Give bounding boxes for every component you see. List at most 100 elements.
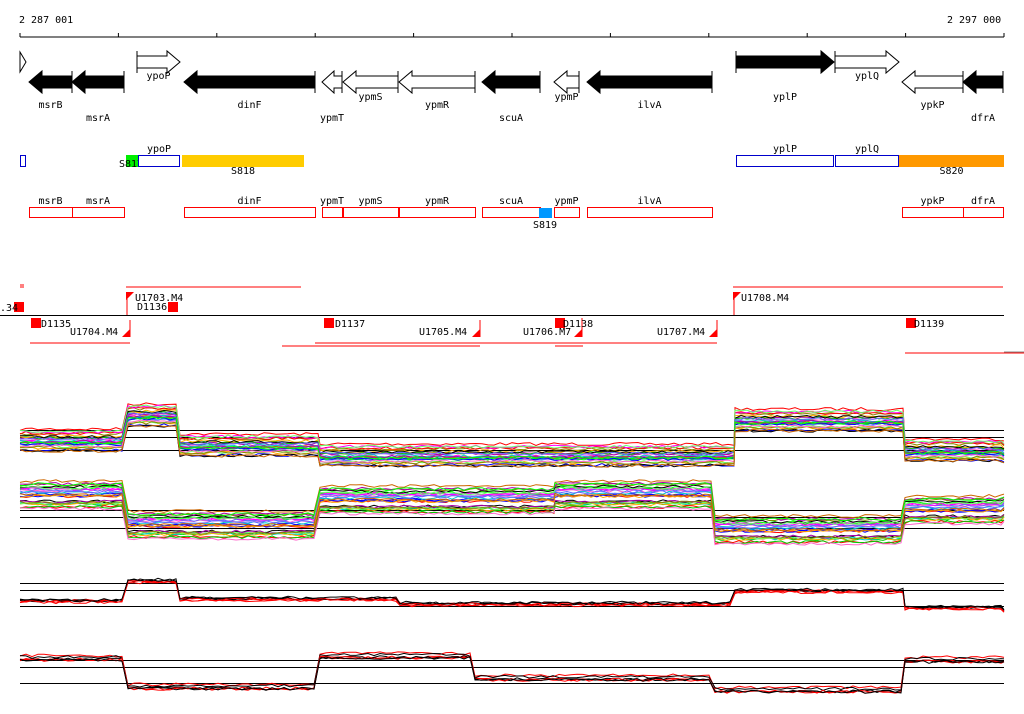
transcript-flag-icon: [574, 329, 582, 337]
feature-box: [554, 207, 580, 218]
transcript-label: U1704.M4: [70, 327, 118, 338]
gene-ilvA[interactable]: ilvA: [586, 69, 713, 111]
transcript-label: D1136: [137, 302, 167, 313]
gene-msrB[interactable]: msrB: [28, 69, 73, 111]
segment-box: [20, 155, 26, 167]
gene-label: dinF: [237, 100, 261, 111]
gene-label: ypmS: [358, 92, 382, 103]
feature-box: [399, 207, 476, 218]
transcript-label: U1708.M4: [741, 293, 789, 304]
gene-scuA[interactable]: scuA: [481, 69, 541, 124]
transcript-box-icon: [324, 318, 334, 328]
gene-yplP[interactable]: yplP: [735, 49, 835, 103]
feature-scuA[interactable]: scuA: [482, 196, 541, 218]
transcript-label: U1703.M4: [135, 293, 183, 304]
gene-label: ypmP: [554, 92, 578, 103]
feature-msrA[interactable]: msrA: [72, 196, 125, 218]
expression-profile-line: [19, 406, 1005, 451]
feature-ypmT[interactable]: ypmT: [320, 196, 344, 218]
gene-ypoP[interactable]: ypoP: [136, 49, 181, 82]
gene-ypmS[interactable]: ypmS: [342, 69, 399, 103]
feature-ypmP[interactable]: ypmP: [554, 196, 580, 218]
gene-label: ilvA: [637, 100, 661, 111]
transcript-label: U1705.M4: [419, 327, 467, 338]
expression-profile-line: [19, 655, 1005, 694]
transcript-box-icon: [555, 318, 565, 328]
gene-ypmP[interactable]: ypmP: [553, 69, 580, 103]
feature-ypkP[interactable]: ypkP: [902, 196, 964, 218]
segment-yplQ[interactable]: yplQ: [835, 144, 899, 167]
feature-dinF[interactable]: dinF: [184, 196, 316, 218]
feature-label: dfrA: [971, 196, 995, 207]
gene-ypmT[interactable]: ypmT: [320, 69, 344, 124]
expression-profile-line: [19, 411, 1005, 456]
segment-S820[interactable]: S820: [899, 155, 1004, 178]
transcript-label: D1139: [914, 319, 944, 330]
feature-label: msrA: [86, 196, 110, 207]
expression-profile-line: [19, 409, 1005, 454]
profiles-second: [19, 479, 1005, 546]
expression-profile-line: [19, 414, 1005, 459]
feature-box: [72, 207, 125, 218]
feature-ilvA[interactable]: ilvA: [587, 196, 713, 218]
feature-msrB[interactable]: msrB: [29, 196, 73, 218]
segment-S818[interactable]: S818: [182, 155, 304, 178]
gene-arrow-icon: [834, 49, 900, 75]
feature-S819[interactable]: S819: [533, 208, 557, 231]
feature-marker: [539, 208, 552, 218]
gene-ypkP[interactable]: ypkP: [901, 69, 964, 111]
gene-ypmR[interactable]: ypmR: [398, 69, 476, 111]
feature-dfrA[interactable]: dfrA: [963, 196, 1004, 218]
expression-profile-line: [19, 424, 1005, 468]
gene-msrA[interactable]: msrA: [71, 69, 125, 124]
axis-end-label: 2 297 000: [947, 15, 1001, 26]
profiles-bottom: [19, 651, 1005, 694]
feature-box: [322, 207, 343, 218]
gene-yplQ[interactable]: yplQ: [834, 49, 900, 82]
axis-start-label: 2 287 001: [19, 15, 73, 26]
gene-arrow-icon: [901, 69, 964, 95]
gene-arrow-icon: [481, 69, 541, 95]
gene-dfrA[interactable]: dfrA: [962, 69, 1004, 124]
gene-label: ypoP: [146, 71, 170, 82]
gene-arrow-icon: [28, 69, 73, 95]
segment-label: S818: [231, 166, 255, 177]
transcript-label: U1707.M4: [657, 327, 705, 338]
segment-box: [899, 155, 1004, 167]
gene-partial[interactable]: [19, 50, 27, 74]
feature-ypmS[interactable]: ypmS: [343, 196, 399, 218]
transcript-label: U1706.M7: [523, 327, 571, 338]
feature-box: [902, 207, 964, 218]
gene-dinF[interactable]: dinF: [183, 69, 316, 111]
gene-arrow-icon: [342, 69, 399, 95]
transcript-flag-icon: [122, 329, 130, 337]
segment-track: S817 ypoP S818 yplP yplQ S820: [20, 144, 1004, 178]
expression-profile-line: [19, 502, 1005, 542]
gene-arrow-icon: [321, 69, 343, 95]
expression-profile-line: [19, 499, 1005, 539]
segment-box: [835, 155, 899, 167]
feature-box: [482, 207, 541, 218]
segment-label: ypoP: [147, 144, 171, 155]
segment-marker[interactable]: [20, 155, 26, 167]
gene-label: ypkP: [920, 100, 944, 111]
expression-profile-line: [19, 580, 1005, 613]
gene-label: yplP: [773, 92, 797, 103]
feature-label: S819: [533, 220, 557, 231]
feature-label: ypmS: [358, 196, 382, 207]
feature-box: [184, 207, 316, 218]
segment-S817[interactable]: S817: [119, 155, 143, 171]
feature-ypmR[interactable]: ypmR: [399, 196, 476, 218]
expression-profile-line: [19, 402, 1005, 447]
segment-yplP[interactable]: yplP: [736, 144, 834, 167]
gene-arrow-icon: [398, 69, 476, 95]
feature-track: msrB msrA dinF ypmT ypmS ypmR scuA ypmP ilvA ypkP…: [29, 196, 1004, 231]
segment-ypoP[interactable]: ypoP: [138, 144, 180, 167]
gene-arrow-icon: [19, 50, 27, 74]
transcript-label: D1135: [41, 319, 71, 330]
coordinate-axis: 2 287 001 2 297 000: [19, 15, 1005, 38]
feature-label: ypmP: [554, 196, 578, 207]
transcript-flag-icon: [472, 329, 480, 337]
gene-arrow-icon: [735, 49, 835, 75]
feature-box: [963, 207, 1004, 218]
